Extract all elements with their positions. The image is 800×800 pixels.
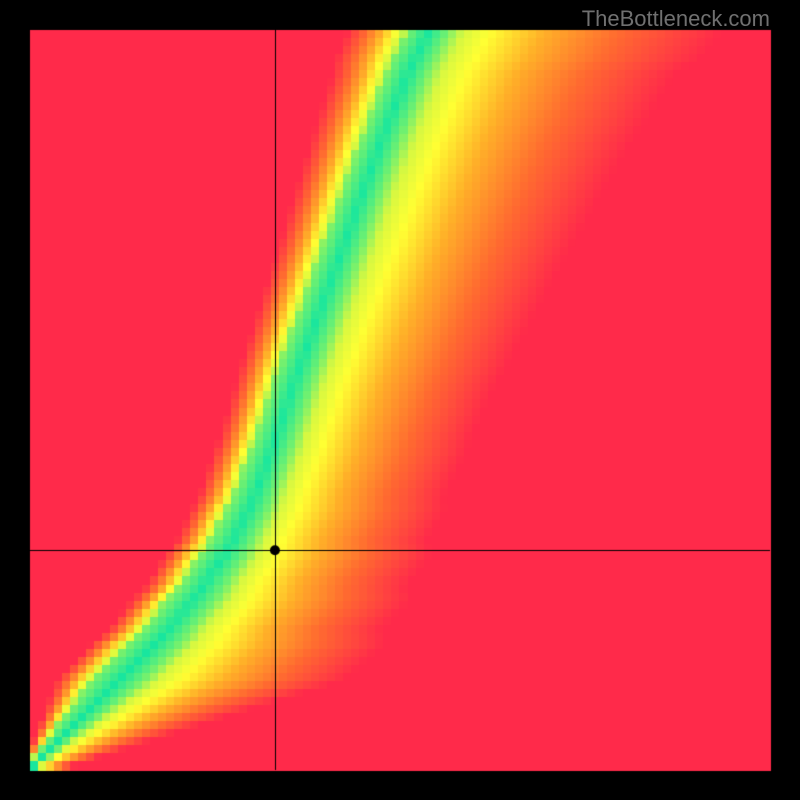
heatmap-canvas — [0, 0, 800, 800]
watermark-text: TheBottleneck.com — [582, 6, 770, 32]
chart-container: TheBottleneck.com — [0, 0, 800, 800]
